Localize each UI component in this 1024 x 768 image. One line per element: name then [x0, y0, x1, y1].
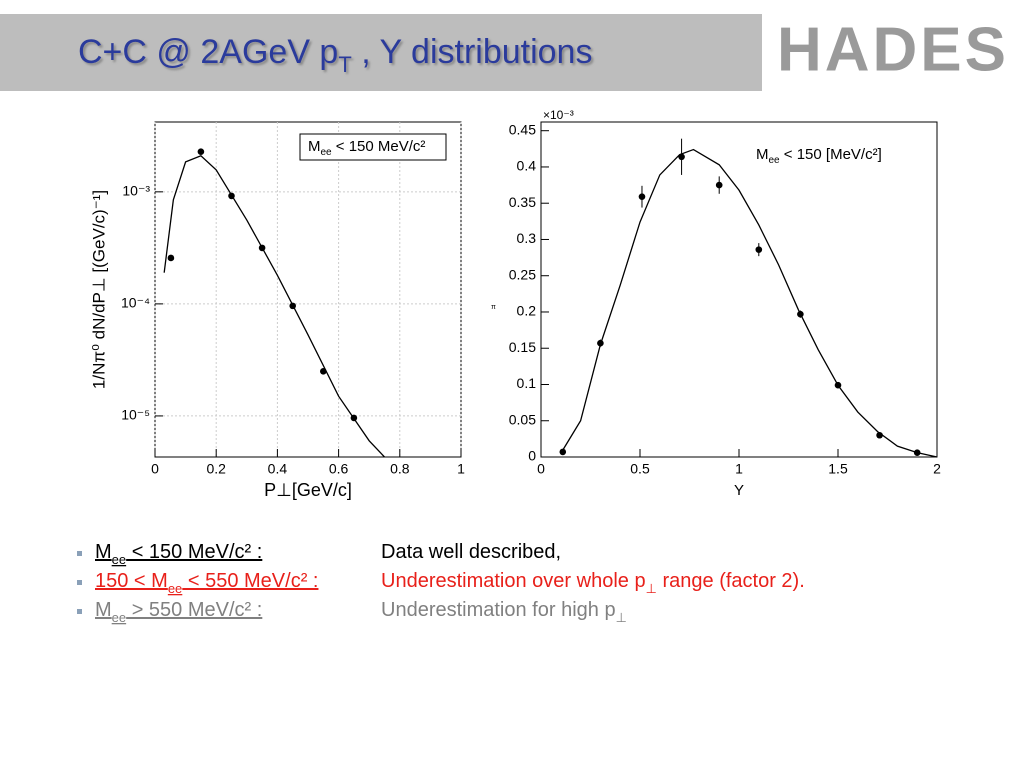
- x-tick-label: 0: [151, 461, 159, 477]
- x-tick-label: 0.8: [390, 461, 410, 477]
- y-tick-label: 0.35: [509, 194, 536, 210]
- subscript: ⊥: [646, 581, 657, 596]
- legend-text: Mee < 150 MeV/c²: [308, 138, 425, 158]
- x-tick-label: 0.4: [268, 461, 288, 477]
- text-part: > 550 MeV/c² :: [126, 599, 262, 621]
- data-point: [197, 148, 205, 156]
- text-part: , Y distributions: [352, 33, 593, 71]
- axis-scale-note: ×10⁻³: [543, 108, 574, 122]
- y-tick-label: 0.05: [509, 411, 536, 427]
- subscript: ee: [112, 610, 126, 625]
- plot-frame: [540, 121, 938, 458]
- x-tick-label: 1: [457, 461, 465, 477]
- logo-box: [762, 14, 1024, 91]
- x-tick-label: 0.2: [206, 461, 226, 477]
- text-part: M: [95, 599, 112, 621]
- y-axis-label: π: [491, 304, 496, 311]
- x-tick-label: 1: [735, 461, 743, 477]
- text-part: C+C @ 2AGeV p: [78, 33, 338, 71]
- text-part: M: [308, 138, 321, 155]
- text-part: Data well described,: [381, 541, 561, 563]
- bullet-marker: [77, 551, 82, 556]
- x-axis-label: P⊥[GeV/c]: [264, 480, 352, 500]
- subscript: T: [338, 52, 351, 77]
- slide-title: C+C @ 2AGeV pT , Y distributions: [78, 33, 592, 77]
- y-tick-label: 10⁻³: [122, 183, 150, 199]
- text-part: Underestimation over whole p: [381, 570, 646, 592]
- bullet-description: Data well described,: [381, 541, 561, 563]
- text-part: M: [756, 146, 769, 163]
- y-tick-label: 10⁻⁴: [121, 295, 150, 311]
- bullet-marker: [77, 609, 82, 614]
- x-axis-label: Y: [734, 482, 744, 499]
- bullet-label: 150 < Mee < 550 MeV/c² :: [95, 570, 318, 596]
- plot-frame: [154, 121, 462, 458]
- text-part: M: [95, 541, 112, 563]
- subscript: ee: [112, 552, 126, 567]
- data-point: [638, 193, 646, 200]
- text-part: 150 < M: [95, 570, 168, 592]
- y-tick-label: 0.3: [517, 230, 537, 246]
- y-tick-label: 0.45: [509, 121, 536, 137]
- text-part: < 550 MeV/c² :: [182, 570, 318, 592]
- x-tick-label: 0.6: [329, 461, 349, 477]
- data-point: [715, 181, 723, 189]
- x-tick-label: 0: [537, 461, 545, 477]
- fit-curve: [163, 154, 385, 458]
- legend-box: [299, 133, 447, 161]
- y-tick-label: 0.25: [509, 266, 536, 282]
- text-part: Underestimation for high p: [381, 599, 616, 621]
- y-tick-label: 0.4: [517, 158, 537, 174]
- data-point: [167, 254, 175, 262]
- logo: HADES: [777, 15, 1009, 84]
- data-point: [755, 246, 763, 253]
- y-tick-label: 0: [528, 448, 536, 464]
- bullet-description: Underestimation over whole p⊥ range (fac…: [381, 570, 805, 596]
- bullet-marker: [77, 580, 82, 585]
- bullet-label: Mee > 550 MeV/c² :: [95, 599, 262, 625]
- y-tick-label: 10⁻⁵: [121, 407, 150, 423]
- y-tick-label: 0.1: [517, 375, 537, 391]
- legend-text: Mee < 150 [MeV/c²]: [756, 146, 882, 166]
- subscript: ee: [168, 581, 182, 596]
- subscript: ee: [769, 155, 781, 166]
- y-tick-label: 0.15: [509, 339, 536, 355]
- text-part: < 150 MeV/c²: [332, 138, 426, 155]
- bullet-description: Underestimation for high p⊥: [381, 599, 627, 625]
- text-part: range (factor 2).: [657, 570, 805, 592]
- text-part: < 150 [MeV/c²]: [780, 146, 882, 163]
- subscript: ⊥: [616, 610, 627, 625]
- fit-curve: [560, 148, 938, 458]
- y-tick-label: 0.2: [517, 303, 537, 319]
- y-axis-label: 1/Nπ⁰ dN/dP⊥ [(GeV/c)⁻¹]: [89, 190, 108, 389]
- text-part: < 150 MeV/c² :: [126, 541, 262, 563]
- subscript: ee: [321, 147, 333, 158]
- x-tick-label: 0.5: [630, 461, 650, 477]
- bullet-label: Mee < 150 MeV/c² :: [95, 541, 262, 567]
- x-tick-label: 2: [933, 461, 941, 477]
- x-tick-label: 1.5: [828, 461, 848, 477]
